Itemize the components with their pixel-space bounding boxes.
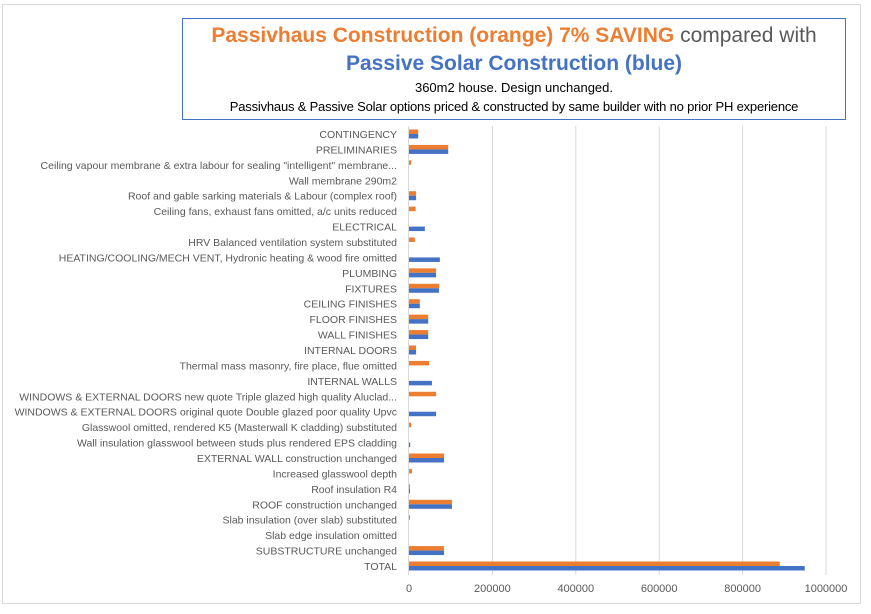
bar-passivhaus <box>409 453 445 458</box>
bar-passivhaus <box>409 160 412 165</box>
x-tick-labels: 0 200000 400000 600000 800000 1000000 <box>406 583 847 595</box>
bar-passive-solar <box>409 149 449 154</box>
bar-passivhaus <box>409 499 452 505</box>
category-label: ROOF construction unchanged <box>252 499 397 511</box>
category-label: Glasswool omitted, rendered K5 (Masterwa… <box>82 422 397 434</box>
category-label: CEILING FINISHES <box>304 299 397 311</box>
bar-passivhaus <box>409 129 419 134</box>
title-passivhaus: Passivhaus Construction (orange) 7% SAVI… <box>211 24 675 47</box>
chart-title-box: Passivhaus Construction (orange) 7% SAVI… <box>182 18 846 120</box>
chart-title-line1: Passivhaus Construction (orange) 7% SAVI… <box>183 22 845 50</box>
bar-passive-solar <box>409 442 411 448</box>
x-tick-label: 200000 <box>474 583 511 595</box>
bar-passivhaus <box>409 191 417 196</box>
category-label: FLOOR FINISHES <box>309 314 397 326</box>
bar-passivhaus <box>409 391 437 397</box>
bar-passivhaus <box>409 330 429 335</box>
category-label: Ceiling vapour membrane & extra labour f… <box>41 160 397 172</box>
bar-passive-solar <box>409 288 440 293</box>
bar-passive-solar <box>409 272 437 278</box>
bar-passivhaus <box>409 546 445 551</box>
x-tick-label: 600000 <box>641 583 678 595</box>
bar-passivhaus <box>409 314 429 320</box>
category-label: Slab edge insulation omitted <box>265 530 397 542</box>
chart-title-line2: Passive Solar Construction (blue) <box>345 52 683 75</box>
bar-passivhaus <box>409 561 780 566</box>
bar-passive-solar <box>409 458 445 463</box>
category-label: Roof insulation R4 <box>311 484 397 496</box>
category-label: TOTAL <box>364 561 397 573</box>
bar-passive-solar <box>409 195 417 201</box>
category-label: INTERNAL DOORS <box>304 345 397 357</box>
bar-passive-solar <box>409 380 432 386</box>
chart-subtitle-2: Passivhaus & Passive Solar options price… <box>229 99 799 114</box>
category-label: WINDOWS & EXTERNAL DOORS new quote Tripl… <box>19 391 397 403</box>
bar-passivhaus <box>409 484 410 489</box>
category-label: WINDOWS & EXTERNAL DOORS original quote … <box>15 407 397 419</box>
chart-subtitle-1: 360m2 house. Design unchanged. <box>414 80 614 95</box>
bar-passive-solar <box>409 226 425 232</box>
bar-passivhaus <box>409 144 449 150</box>
category-label: EXTERNAL WALL construction unchanged <box>197 453 397 465</box>
bar-passivhaus <box>409 422 412 428</box>
x-tick-label: 400000 <box>557 583 594 595</box>
category-label: SUBSTRUCTURE unchanged <box>256 546 397 558</box>
category-label: PRELIMINARIES <box>316 144 397 156</box>
title-compared: compared with <box>674 24 817 47</box>
category-label: FIXTURES <box>345 283 397 295</box>
x-tick-label: 1000000 <box>805 583 848 595</box>
bar-passive-solar <box>409 319 429 324</box>
bar-passive-solar <box>409 303 420 309</box>
category-label: Slab insulation (over slab) substituted <box>222 515 397 527</box>
category-label: Increased glasswool depth <box>273 468 397 480</box>
bars <box>409 129 805 571</box>
bar-passivhaus <box>409 237 415 242</box>
bar-passive-solar <box>409 257 440 262</box>
category-label: Thermal mass masonry, fire place, flue o… <box>180 360 398 372</box>
bar-passivhaus <box>409 360 430 366</box>
category-label: WALL FINISHES <box>318 330 397 342</box>
bar-passivhaus <box>409 206 416 212</box>
category-label: HRV Balanced ventilation system substitu… <box>188 237 397 249</box>
gridlines <box>491 126 827 575</box>
bar-passive-solar <box>409 411 437 417</box>
category-label: INTERNAL WALLS <box>307 376 397 388</box>
bar-passivhaus <box>409 515 410 520</box>
x-tick-label: 800000 <box>724 583 761 595</box>
bar-passivhaus <box>409 268 437 273</box>
bar-passive-solar <box>409 504 452 509</box>
bar-passivhaus <box>409 345 417 350</box>
bar-passivhaus <box>409 468 412 474</box>
category-label: Wall membrane 290m2 <box>289 175 397 187</box>
category-label: ELECTRICAL <box>332 222 397 234</box>
category-labels: CONTINGENCY PRELIMINARIES Ceiling vapour m… <box>15 129 398 573</box>
x-tick-label: 0 <box>406 583 412 595</box>
category-label: HEATING/COOLING/MECH VENT, Hydronic heat… <box>59 252 397 264</box>
bar-passivhaus <box>409 283 440 289</box>
bar-passive-solar <box>409 566 805 571</box>
bar-passive-solar <box>409 550 445 556</box>
category-label: Wall insulation glasswool between studs … <box>77 438 397 450</box>
bar-passive-solar <box>409 334 429 340</box>
category-label: Roof and gable sarking materials & Labou… <box>128 191 397 203</box>
bar-passive-solar <box>409 350 417 355</box>
category-label: PLUMBING <box>342 268 397 280</box>
category-label: Ceiling fans, exhaust fans omitted, a/c … <box>154 206 398 218</box>
category-label: CONTINGENCY <box>319 129 397 141</box>
bar-passive-solar <box>409 134 419 139</box>
bar-passive-solar <box>409 488 410 494</box>
bar-passivhaus <box>409 299 420 304</box>
